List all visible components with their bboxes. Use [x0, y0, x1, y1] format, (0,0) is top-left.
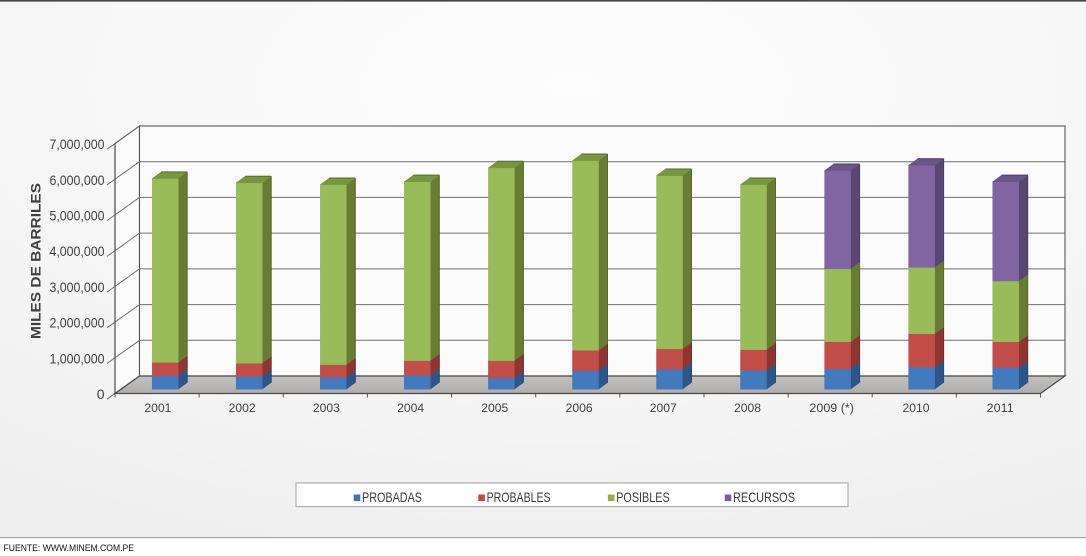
- svg-text:MILES DE BARRILES: MILES DE BARRILES: [28, 183, 44, 339]
- svg-text:POSIBLES: POSIBLES: [616, 489, 670, 505]
- svg-text:2006: 2006: [566, 403, 593, 415]
- svg-text:2002: 2002: [229, 403, 256, 415]
- svg-text:6,000,000: 6,000,000: [50, 172, 105, 188]
- svg-text:7,000,000: 7,000,000: [50, 136, 105, 152]
- svg-text:2011: 2011: [987, 403, 1014, 415]
- svg-text:2005: 2005: [481, 403, 508, 415]
- svg-text:2,000,000: 2,000,000: [50, 315, 105, 331]
- svg-text:3,000,000: 3,000,000: [50, 279, 105, 295]
- svg-text:1,000,000: 1,000,000: [50, 350, 105, 366]
- svg-text:FUENTE: WWW.MINEM.COM.PE: FUENTE: WWW.MINEM.COM.PE: [4, 543, 135, 554]
- svg-text:RECURSOS: RECURSOS: [733, 489, 795, 505]
- svg-text:2001: 2001: [144, 403, 171, 415]
- svg-text:2004: 2004: [397, 403, 425, 415]
- svg-text:PROBADAS: PROBADAS: [362, 489, 422, 505]
- svg-text:2003: 2003: [313, 403, 340, 415]
- svg-text:5,000,000: 5,000,000: [50, 208, 105, 224]
- svg-text:2010: 2010: [903, 403, 930, 415]
- svg-text:2008: 2008: [734, 403, 761, 415]
- svg-text:2007: 2007: [650, 403, 677, 415]
- svg-text:PROBABLES: PROBABLES: [487, 489, 551, 505]
- svg-text:0: 0: [97, 386, 105, 402]
- svg-text:4,000,000: 4,000,000: [50, 243, 105, 259]
- svg-text:2009 (*): 2009 (*): [809, 403, 854, 415]
